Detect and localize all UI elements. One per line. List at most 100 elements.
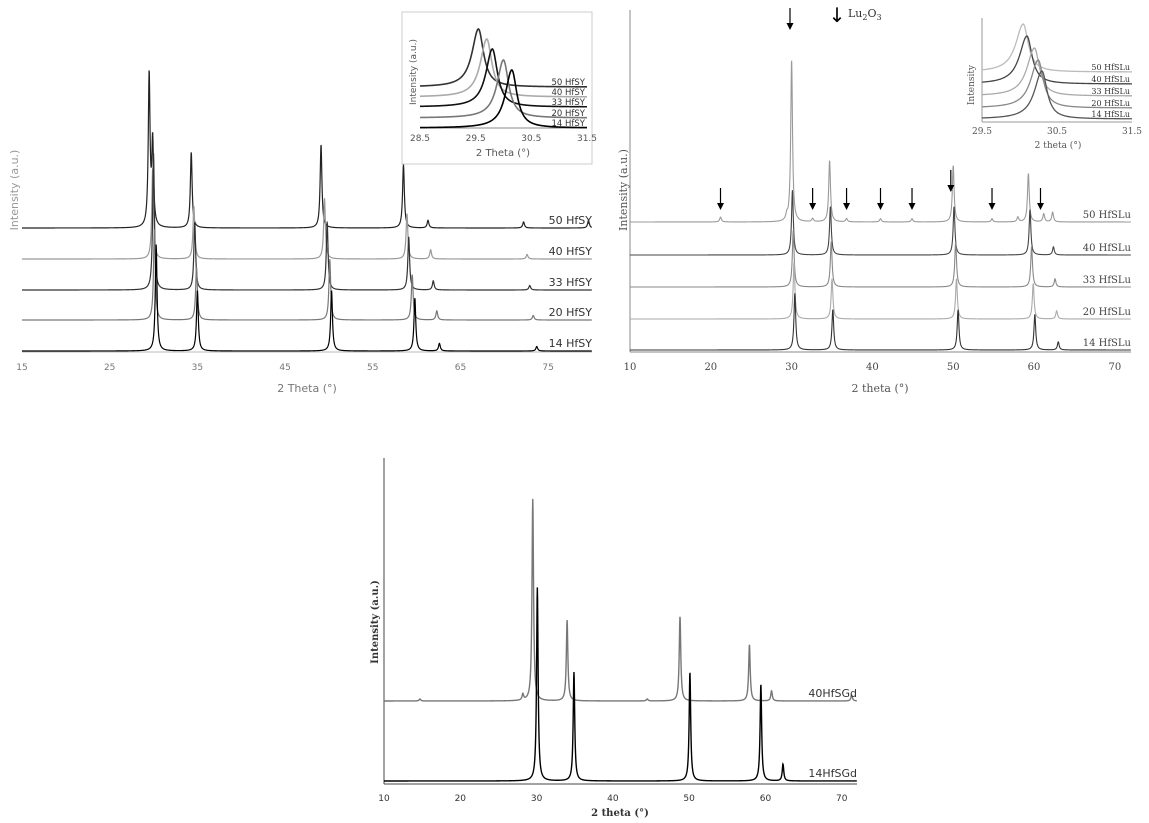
lu2o3-marker-arrows — [717, 8, 1044, 210]
y-axis-label: Intensity (a.u.) — [8, 150, 21, 231]
inset-series-label: 33 HfSLu — [1091, 87, 1130, 96]
x-tick-label: 70 — [1108, 362, 1121, 373]
series-label: 40 HfSY — [549, 245, 593, 258]
x-tick-label: 70 — [836, 794, 848, 804]
x-tick-labels: 15 25 35 45 55 65 75 — [16, 363, 554, 373]
series-label: 50 HfSY — [549, 214, 593, 227]
trace-14-hfsy — [22, 244, 592, 352]
inset-x-axis-label: 2 theta (°) — [1035, 140, 1082, 151]
inset-x-axis-label: 2 Theta (°) — [476, 148, 530, 159]
inset-traces — [981, 23, 1132, 120]
x-tick-labels: 10 20 30 40 50 60 70 — [378, 794, 847, 804]
x-axis-label: 2 theta (°) — [851, 382, 908, 395]
inset-hfsy: 28.5 29.5 30.5 31.5 2 Theta (°) Intensity (… — [401, 11, 597, 165]
series-label: 33 HfSLu — [1083, 275, 1132, 286]
inset-x-tick-labels: 28.5 29.5 30.5 31.5 — [410, 134, 597, 144]
x-tick-label: 20 — [704, 362, 717, 373]
x-tick-label: 40 — [607, 794, 619, 804]
marker-arrow-head — [843, 203, 851, 210]
x-tick-label: 65 — [455, 363, 466, 373]
x-tick-label: 30 — [785, 362, 798, 373]
x-tick-label: 50 — [683, 794, 695, 804]
x-tick-label: 15 — [16, 363, 27, 373]
inset-trace — [981, 35, 1132, 85]
inset-hfslu: 29.5 30.5 31.5 2 theta (°) Intensity 50 Hf… — [967, 18, 1142, 151]
trace-40-hfsy — [22, 168, 592, 260]
x-tick-label: 55 — [367, 363, 378, 373]
inset-x-tick-label: 28.5 — [410, 134, 430, 144]
trace-14hfsgd — [384, 587, 857, 782]
x-tick-label: 20 — [455, 794, 467, 804]
traces — [384, 498, 857, 782]
inset-trace — [981, 59, 1132, 109]
marker-arrow-head — [877, 203, 884, 210]
inset-series-labels: 50 HfSLu 40 HfSLu 33 HfSLu 20 HfSLu 14 HfSLu — [1091, 63, 1130, 119]
inset-series-label: 20 HfSLu — [1091, 99, 1130, 108]
x-axis-label: 2 theta (°) — [591, 808, 649, 819]
x-tick-label: 75 — [542, 363, 553, 373]
inset-series-label: 14 HfSY — [552, 119, 586, 129]
marker-arrow-head — [717, 203, 725, 210]
trace-50-hfsy — [22, 70, 593, 229]
inset-trace — [419, 59, 588, 119]
inset-trace — [419, 69, 587, 129]
x-tick-label: 40 — [866, 362, 879, 373]
series-label: 14 HfSY — [549, 337, 593, 350]
inset-series-label: 33 HfSY — [552, 98, 586, 108]
inset-traces — [419, 28, 588, 129]
series-labels: 50 HfSY 40 HfSY 33 HfSY 20 HfSY 14 HfSY — [549, 214, 593, 350]
trace-33-hfsy — [22, 153, 592, 291]
series-label: 50 HfSLu — [1083, 210, 1132, 221]
inset-series-label: 14 HfSLu — [1091, 110, 1130, 119]
inset-series-label: 40 HfSLu — [1091, 75, 1130, 84]
inset-x-tick-label: 29.5 — [972, 127, 992, 137]
x-tick-label: 50 — [947, 362, 960, 373]
lu2o3-legend: ↓ Lu2O3 — [829, 3, 882, 27]
marker-arrow-head — [908, 203, 916, 210]
series-label: 20 HfSLu — [1083, 307, 1132, 318]
x-tick-label: 60 — [1028, 362, 1041, 373]
x-axis-label: 2 Theta (°) — [277, 382, 337, 395]
legend-arrow-symbol: ↓ — [829, 3, 846, 27]
inset-x-tick-labels: 29.5 30.5 31.5 — [972, 127, 1142, 137]
trace-33-hfslu — [630, 230, 1131, 288]
chart-hfsy: 15 25 35 45 55 65 75 2 Theta (°) Intensity (a.… — [8, 11, 597, 395]
y-axis-label: Intensity (a.u.) — [370, 580, 381, 664]
x-tick-label: 35 — [192, 363, 203, 373]
x-tick-label: 45 — [279, 363, 290, 373]
inset-trace — [981, 23, 1132, 73]
trace-14-hfslu — [630, 293, 1131, 351]
inset-x-tick-label: 30.5 — [1047, 127, 1067, 137]
x-tick-label: 10 — [378, 794, 390, 804]
legend-label: Lu2O3 — [848, 7, 882, 22]
inset-series-label: 20 HfSY — [552, 109, 586, 119]
series-label: 33 HfSY — [549, 276, 593, 289]
series-labels: 50 HfSLu 40 HfSLu 33 HfSLu 20 HfSLu 14 HfSLu — [1083, 210, 1132, 349]
marker-arrow-head — [786, 23, 794, 30]
inset-trace — [981, 70, 1132, 120]
marker-arrow-head — [988, 203, 996, 210]
inset-x-tick-label: 29.5 — [466, 134, 486, 144]
trace-20-hfsy — [22, 229, 592, 321]
inset-trace — [981, 47, 1132, 97]
x-tick-label: 30 — [531, 794, 543, 804]
trace-20-hfslu — [630, 262, 1131, 320]
series-label: 40 HfSLu — [1083, 243, 1132, 254]
inset-x-tick-label: 30.5 — [521, 134, 541, 144]
x-tick-label: 60 — [760, 794, 772, 804]
trace-50-hfslu — [630, 60, 1131, 223]
marker-arrow-head — [947, 185, 955, 192]
trace-40hfsgd — [384, 498, 857, 702]
inset-trace — [419, 38, 587, 98]
series-label: 40HfSGd — [808, 687, 857, 700]
traces — [630, 60, 1131, 351]
trace-40-hfslu — [630, 190, 1131, 256]
inset-frame — [401, 11, 593, 165]
inset-x-tick-label: 31.5 — [1122, 127, 1142, 137]
inset-trace — [419, 28, 587, 88]
marker-arrow-head — [1036, 203, 1044, 210]
inset-series-label: 40 HfSY — [552, 88, 586, 98]
series-label: 14HfSGd — [808, 767, 857, 780]
